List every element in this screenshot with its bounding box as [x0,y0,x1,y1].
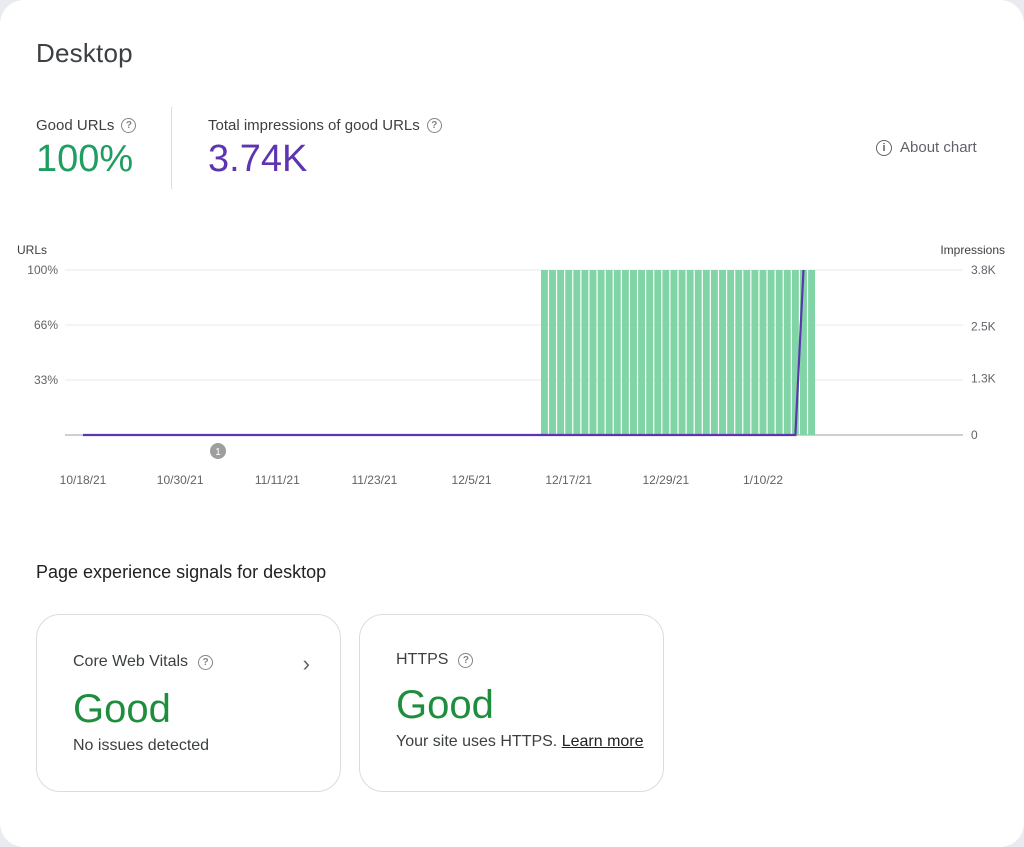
learn-more-link[interactable]: Learn more [561,733,644,750]
bar [710,270,718,435]
bar [751,270,759,435]
bar [540,270,548,435]
bar [573,270,581,435]
bar [727,270,735,435]
bar [808,270,816,435]
bar [646,270,654,435]
bar [686,270,694,435]
cwv-description: No issues detected [73,737,210,754]
bar [549,270,556,435]
bar [743,270,751,435]
y-left-tick-label: 33% [34,373,58,387]
https-description: Your site uses HTTPS. [396,733,558,750]
impressions-line [83,269,805,437]
y-right-tick-label: 1.3K [971,372,996,386]
urls-impressions-chart: URLs Impressions 100% 66% 33% 3.8K 2.5K 1.3K 0 10… [17,243,1005,487]
bar [719,270,726,435]
bar [678,270,686,435]
cwv-status: Good [73,687,171,731]
bar [621,270,629,435]
good-urls-value: 100% [36,138,134,180]
good-urls-metric[interactable]: Good URLs ? 100% [36,117,137,181]
https-description-line: Your site uses HTTPS. Learn more [396,733,644,751]
y-right-tick-label: 3.8K [971,263,996,277]
bar [597,270,605,435]
cwv-title: Core Web Vitals [73,653,189,670]
bar [589,270,597,435]
bar [605,270,613,435]
help-icon[interactable]: ? [458,652,474,668]
y-right-tick-label: 0 [971,428,978,442]
https-status: Good [396,683,494,727]
bar [735,270,743,435]
y-left-tick-label: 66% [34,318,58,332]
section-title: Page experience signals for desktop [36,562,327,582]
bar [630,270,637,435]
about-chart-label: About chart [900,139,977,156]
bar [613,270,621,435]
x-tick-label: 10/18/21 [60,473,107,487]
annotation-label: 1 [215,447,221,458]
annotation-marker [210,443,226,459]
y-right-tick-label: 2.5K [971,319,996,333]
bar [800,270,807,435]
bar [783,270,791,435]
chevron-right-icon[interactable]: › [302,651,310,676]
right-axis-title: Impressions [940,243,1005,257]
x-tick-label: 12/5/21 [452,473,492,487]
impressions-label: Total impressions of good URLs [208,117,420,134]
bar [662,270,670,435]
help-icon[interactable]: ? [198,654,214,670]
bar [670,270,678,435]
info-icon: i [876,139,892,156]
bar [565,270,573,435]
impressions-metric[interactable]: Total impressions of good URLs ? 3.74K [208,117,442,181]
about-chart-button[interactable]: i About chart [876,139,977,156]
x-tick-label: 11/23/21 [352,473,398,487]
good-urls-label: Good URLs [36,117,115,134]
https-title: HTTPS [396,651,449,668]
bar [702,270,710,435]
https-card: HTTPS ? Good Your site uses HTTPS. Learn… [359,614,664,792]
left-axis-title: URLs [17,243,47,257]
bar [581,270,589,435]
help-icon[interactable]: ? [121,118,137,133]
core-web-vitals-card[interactable]: Core Web Vitals ? › Good No issues detec… [36,614,341,792]
x-tick-label: 12/29/21 [642,473,689,487]
bar [638,270,646,435]
x-tick-label: 12/17/21 [545,473,592,487]
help-icon[interactable]: ? [426,118,442,133]
bar [759,270,767,435]
metric-divider [171,107,172,189]
y-left-tick-label: 100% [27,263,58,277]
x-tick-label: 10/30/21 [157,473,204,487]
impressions-value: 3.74K [208,138,308,180]
bar [557,270,565,435]
bar [694,270,702,435]
bar [767,270,775,435]
bar [791,270,799,435]
bar [775,270,783,435]
x-tick-label: 1/10/22 [743,473,783,487]
page-title: Desktop [36,38,133,68]
bar [654,270,662,435]
x-tick-label: 11/11/21 [255,473,300,487]
